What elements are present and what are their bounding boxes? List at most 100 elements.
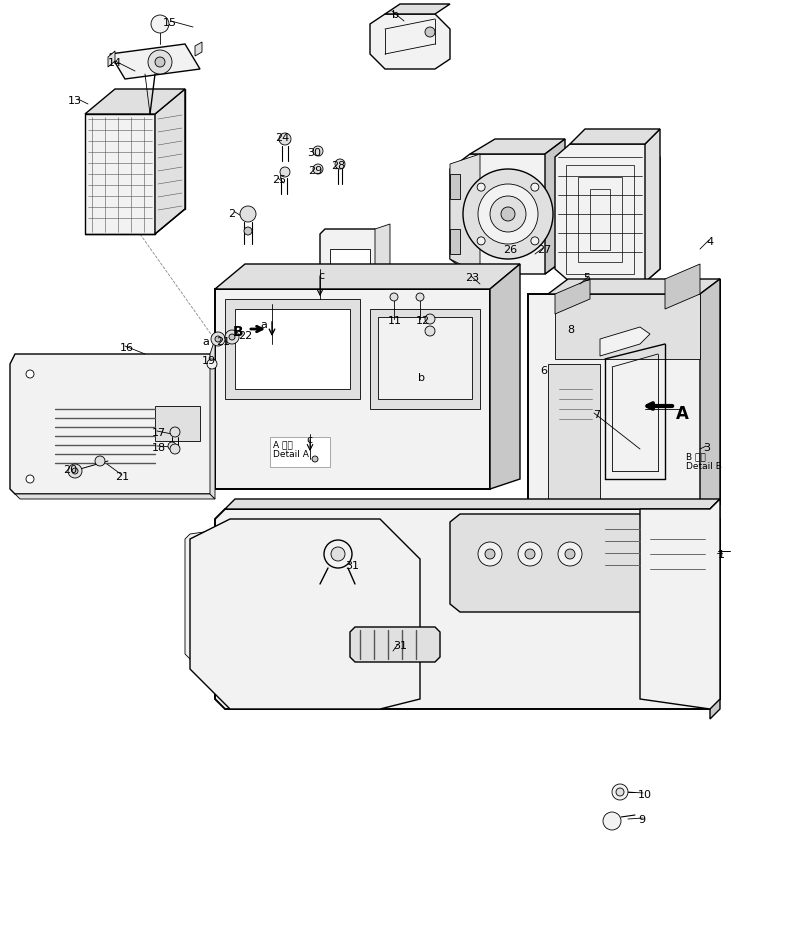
Circle shape: [151, 16, 169, 34]
Polygon shape: [528, 279, 720, 514]
Circle shape: [478, 185, 538, 245]
Circle shape: [501, 208, 515, 222]
Text: A 詳細
Detail A: A 詳細 Detail A: [273, 440, 309, 459]
Polygon shape: [378, 317, 472, 400]
Polygon shape: [385, 5, 450, 15]
Circle shape: [324, 540, 352, 568]
Polygon shape: [155, 90, 185, 235]
Circle shape: [170, 428, 180, 437]
Polygon shape: [370, 310, 480, 409]
Polygon shape: [320, 230, 380, 279]
Text: 16: 16: [120, 342, 134, 353]
Polygon shape: [350, 627, 440, 663]
Circle shape: [313, 165, 323, 174]
Circle shape: [72, 469, 78, 474]
Circle shape: [215, 337, 221, 342]
Circle shape: [477, 238, 485, 246]
Polygon shape: [600, 328, 650, 356]
Circle shape: [531, 238, 539, 246]
Polygon shape: [210, 340, 215, 499]
Text: 21: 21: [216, 337, 230, 347]
Polygon shape: [330, 250, 370, 275]
Circle shape: [616, 788, 624, 796]
Text: 8: 8: [567, 325, 574, 335]
Circle shape: [558, 542, 582, 566]
Polygon shape: [548, 365, 600, 505]
Polygon shape: [545, 140, 565, 275]
Circle shape: [518, 542, 542, 566]
Circle shape: [463, 170, 553, 260]
Circle shape: [155, 58, 165, 68]
Polygon shape: [190, 530, 225, 659]
Polygon shape: [710, 499, 720, 719]
Circle shape: [225, 330, 239, 344]
Text: 26: 26: [503, 245, 517, 254]
Text: 12: 12: [416, 316, 430, 326]
Text: 11: 11: [388, 316, 402, 326]
Text: 31: 31: [393, 640, 407, 651]
Polygon shape: [450, 514, 650, 612]
Polygon shape: [110, 45, 200, 80]
Text: 6: 6: [540, 366, 547, 376]
Circle shape: [229, 335, 235, 341]
Circle shape: [565, 549, 575, 560]
Text: 20: 20: [63, 465, 77, 474]
Polygon shape: [10, 354, 215, 495]
Circle shape: [331, 548, 345, 561]
Text: 13: 13: [68, 96, 82, 106]
Circle shape: [531, 184, 539, 192]
Text: 31: 31: [345, 561, 359, 571]
Text: 24: 24: [275, 133, 289, 143]
Circle shape: [240, 207, 256, 223]
Text: 10: 10: [638, 789, 652, 799]
Polygon shape: [470, 140, 565, 155]
Text: 3: 3: [703, 443, 710, 453]
Text: 7: 7: [593, 409, 600, 419]
Polygon shape: [15, 495, 215, 499]
Polygon shape: [570, 130, 660, 145]
Circle shape: [211, 332, 225, 347]
Circle shape: [148, 51, 172, 75]
Circle shape: [244, 227, 252, 236]
Circle shape: [313, 147, 323, 157]
Text: 9: 9: [638, 814, 645, 824]
Bar: [270, 437, 330, 468]
Circle shape: [525, 549, 535, 560]
Polygon shape: [185, 530, 225, 659]
Text: 27: 27: [537, 245, 551, 254]
Polygon shape: [225, 300, 360, 400]
Circle shape: [425, 327, 435, 337]
Circle shape: [603, 812, 621, 831]
Polygon shape: [555, 295, 700, 360]
Text: A: A: [676, 405, 689, 422]
Polygon shape: [555, 279, 590, 315]
Circle shape: [425, 315, 435, 325]
Circle shape: [170, 445, 180, 455]
Polygon shape: [108, 52, 115, 68]
Polygon shape: [640, 499, 720, 709]
Polygon shape: [450, 174, 460, 200]
Circle shape: [95, 457, 105, 467]
Polygon shape: [215, 264, 520, 290]
Text: 2: 2: [228, 209, 235, 219]
Circle shape: [26, 475, 34, 483]
Polygon shape: [700, 279, 720, 514]
Polygon shape: [450, 230, 460, 254]
Polygon shape: [370, 15, 450, 70]
Circle shape: [207, 360, 217, 369]
Circle shape: [477, 184, 485, 192]
Polygon shape: [548, 279, 720, 295]
Polygon shape: [375, 225, 390, 279]
Text: c: c: [318, 271, 324, 280]
Text: 19: 19: [202, 355, 216, 366]
Polygon shape: [195, 43, 202, 57]
Polygon shape: [555, 145, 660, 283]
Text: b: b: [392, 10, 399, 20]
Text: 28: 28: [331, 161, 345, 171]
Polygon shape: [225, 499, 720, 509]
Text: 25: 25: [272, 174, 286, 185]
Circle shape: [416, 293, 424, 302]
Text: 1: 1: [718, 549, 725, 560]
Text: 4: 4: [706, 237, 713, 247]
Polygon shape: [190, 520, 420, 709]
